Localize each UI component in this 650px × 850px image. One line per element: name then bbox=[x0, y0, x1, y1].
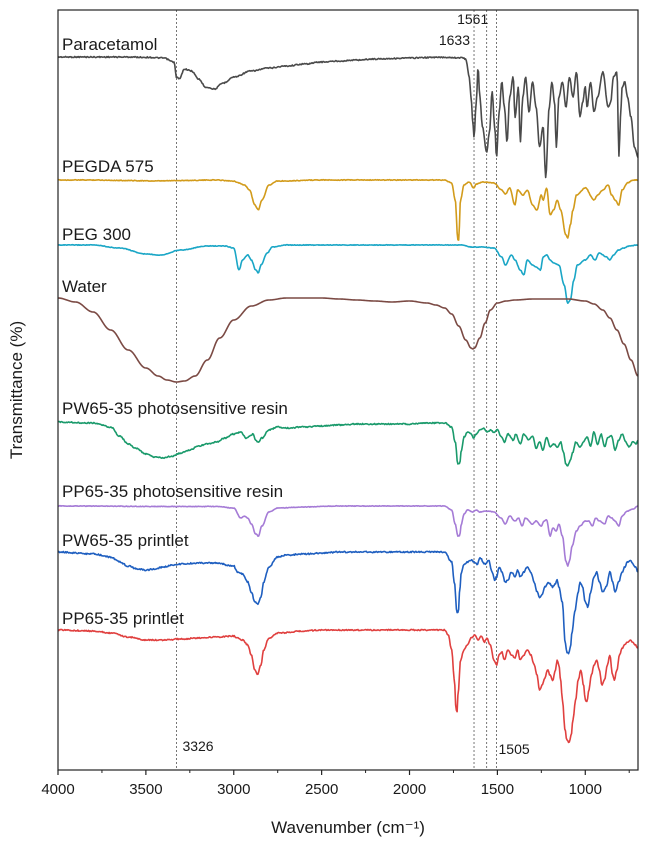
x-tick-label-3500: 3500 bbox=[129, 781, 162, 798]
spectrum-peg-300 bbox=[57, 243, 639, 305]
series-label-pw65-35-photosensitive-resin: PW65-35 photosensitive resin bbox=[62, 399, 288, 418]
x-tick-label-3000: 3000 bbox=[217, 781, 250, 798]
y-axis-title: Transmittance (%) bbox=[7, 321, 26, 459]
spectrum-pw65-35-photosensitive-resin bbox=[57, 420, 639, 467]
spectrum-pegda-575 bbox=[57, 178, 639, 241]
spectrum-paracetamol bbox=[57, 55, 639, 179]
reference-lines bbox=[176, 10, 497, 770]
series-label-pw65-35-printlet: PW65-35 printlet bbox=[62, 531, 189, 550]
series-label-water: Water bbox=[62, 277, 107, 296]
series-label-paracetamol: Paracetamol bbox=[62, 35, 157, 54]
x-tick-label-4000: 4000 bbox=[41, 781, 74, 798]
reference-label-3326: 3326 bbox=[182, 738, 213, 754]
spectrum-pw65-35-printlet bbox=[57, 550, 639, 655]
spectrum-water bbox=[57, 297, 639, 383]
series-label-pp65-35-photosensitive-resin: PP65-35 photosensitive resin bbox=[62, 482, 283, 501]
series-label-peg-300: PEG 300 bbox=[62, 225, 131, 244]
plot-frame bbox=[57, 9, 639, 771]
x-tick-label-2000: 2000 bbox=[393, 781, 426, 798]
x-tick-label-2500: 2500 bbox=[305, 781, 338, 798]
series-label-pp65-35-printlet: PP65-35 printlet bbox=[62, 609, 184, 628]
spectra-group bbox=[57, 55, 639, 744]
reference-label-1633: 1633 bbox=[439, 32, 470, 48]
reference-label-1561: 1561 bbox=[457, 11, 488, 27]
x-tick-label-1500: 1500 bbox=[481, 781, 514, 798]
x-axis-title: Wavenumber (cm⁻¹) bbox=[271, 818, 425, 837]
series-label-pegda-575: PEGDA 575 bbox=[62, 157, 154, 176]
reference-line-labels: 3326 1633 1561 1505 bbox=[182, 11, 529, 757]
x-tick-label-1000: 1000 bbox=[569, 781, 602, 798]
reference-label-1505: 1505 bbox=[499, 741, 530, 757]
spectrum-pp65-35-photosensitive-resin bbox=[57, 504, 639, 567]
spectrum-pp65-35-printlet bbox=[57, 628, 639, 744]
x-axis-ticks: 4000 3500 3000 2500 2000 1500 1000 bbox=[41, 770, 630, 798]
series-labels: Paracetamol PEGDA 575 PEG 300 Water PW65-35 … bbox=[62, 35, 288, 628]
